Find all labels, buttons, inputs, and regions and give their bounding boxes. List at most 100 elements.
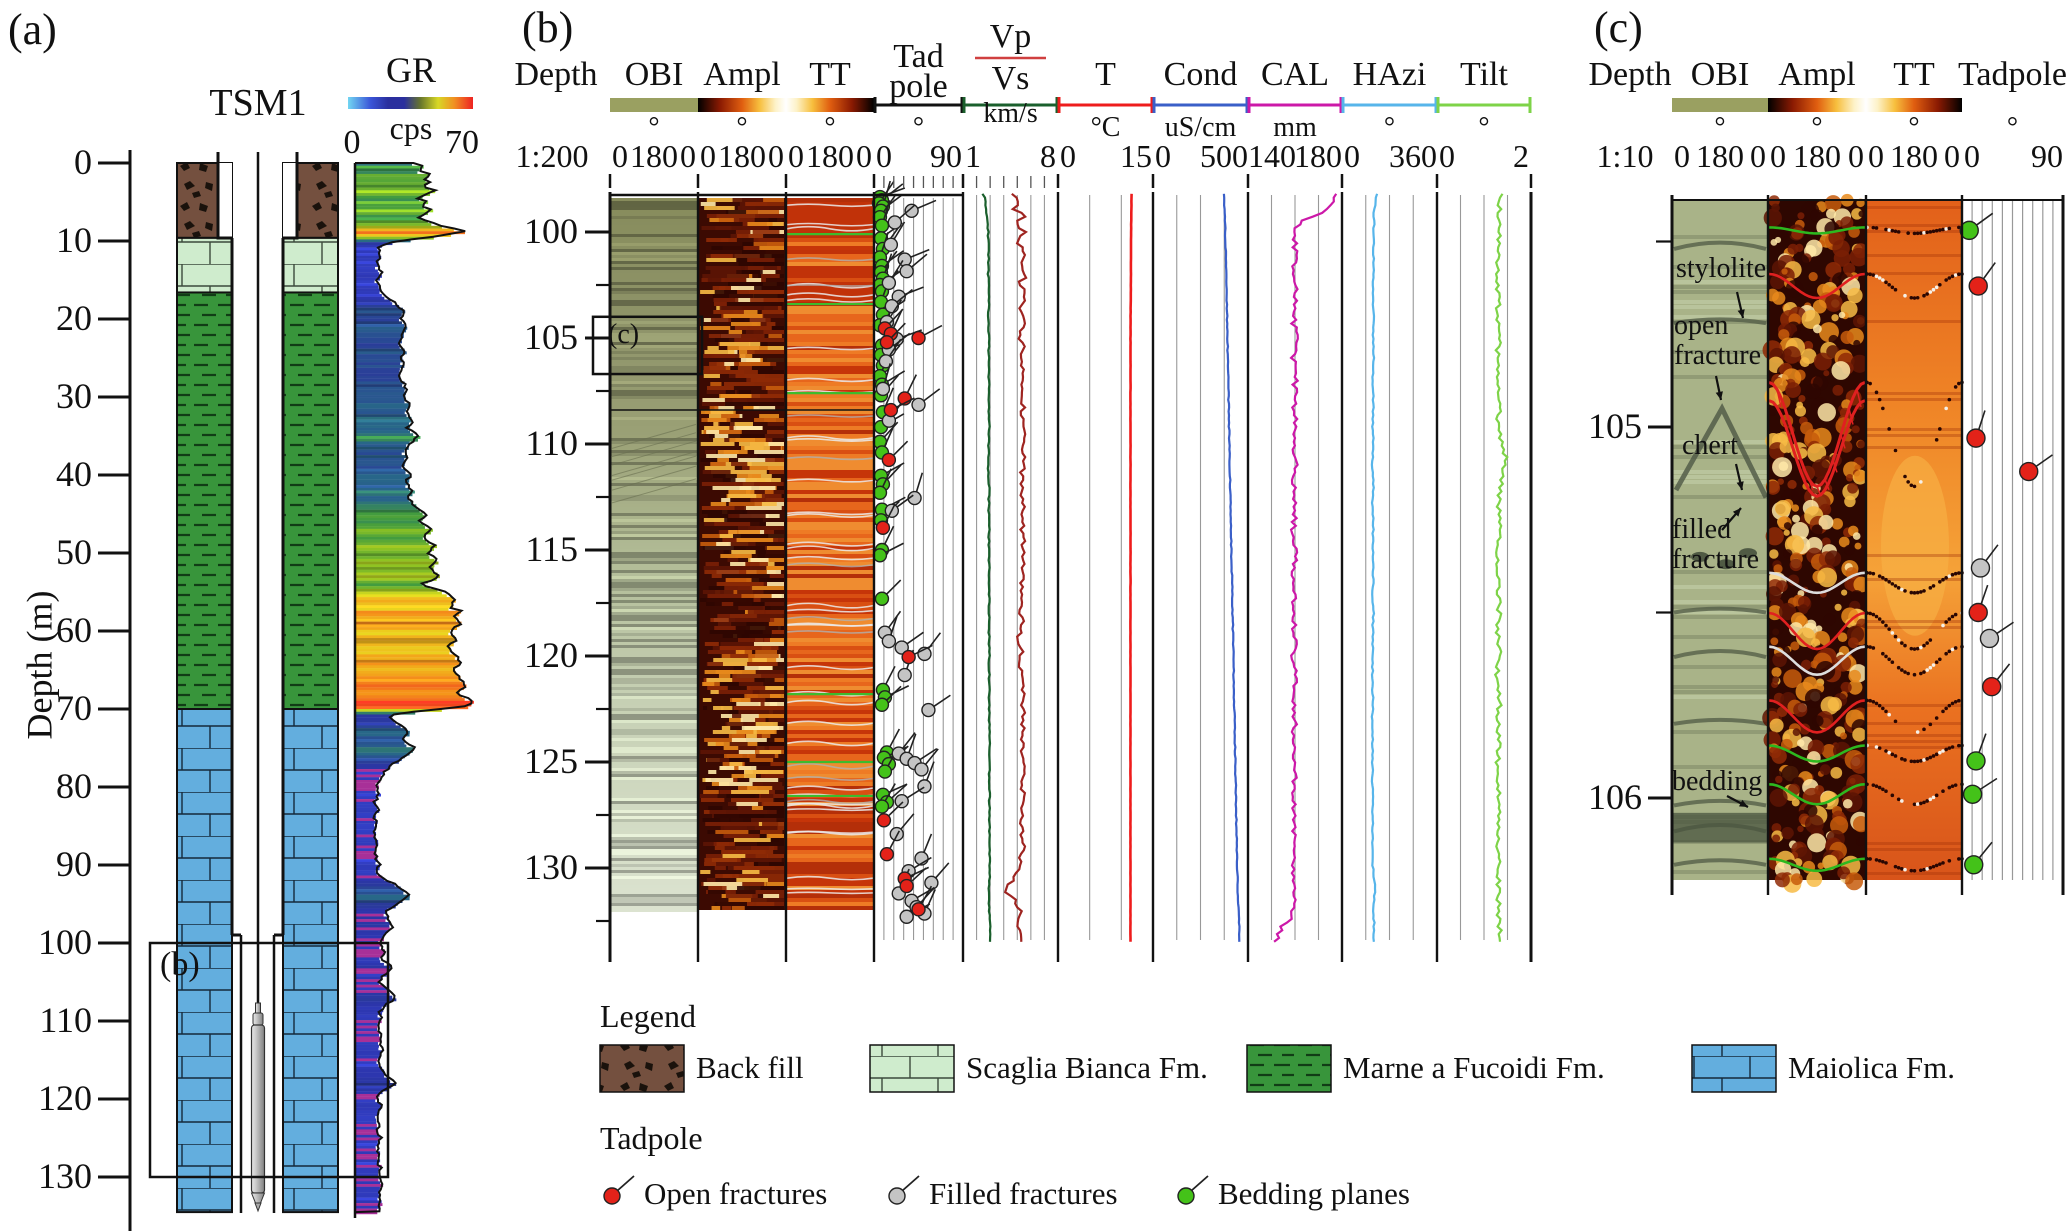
panel-b-label: (b) xyxy=(522,3,574,52)
tt-image-c xyxy=(1866,200,1962,880)
lith-maiolica xyxy=(176,708,233,1214)
panel-a-depth-tick-label: 130 xyxy=(38,1156,92,1196)
annotation-stylolite: stylolite xyxy=(1676,253,1767,284)
panel-a xyxy=(98,97,474,1231)
c-track-unit-ampl: ° xyxy=(1811,112,1823,143)
annotation-filled: filled xyxy=(1672,514,1732,545)
gr-max: 70 xyxy=(445,124,479,161)
panel-a-depth-tick-label: 120 xyxy=(38,1078,92,1118)
track-scale-min: 0 xyxy=(1060,138,1076,174)
track-scale-max: 500 xyxy=(1200,138,1248,174)
c-track-unit-tt: ° xyxy=(1908,112,1920,143)
inset-box-b xyxy=(148,941,390,1179)
panel-b-depth-tick-label: 120 xyxy=(524,635,578,675)
obi-image-track xyxy=(610,198,698,912)
legend-item-label: Scaglia Bianca Fm. xyxy=(966,1050,1208,1085)
track-header-tadpole: pole xyxy=(889,68,948,105)
lith-scaglia xyxy=(176,236,233,294)
gr-title: GR xyxy=(385,50,437,90)
lith-marne xyxy=(176,291,233,710)
panel-a-depth-tick-label: 70 xyxy=(56,688,92,728)
panel-c-label: (c) xyxy=(1594,3,1643,52)
lith-scaglia xyxy=(282,236,339,294)
b-scale: 1:200 xyxy=(515,138,589,174)
track-scale-min: 1 xyxy=(965,138,981,174)
curve-vs xyxy=(981,193,992,942)
track-header-tadpole: Tad xyxy=(893,38,944,75)
lith-marne xyxy=(282,291,339,710)
curve-vp xyxy=(1003,192,1028,942)
legend-title: Legend xyxy=(600,998,696,1034)
track-scale-min: 0 xyxy=(1344,138,1360,174)
panel-b-depth-tick-label: 110 xyxy=(525,423,578,463)
curve-t xyxy=(1129,193,1133,942)
track-header-hazi: HAzi xyxy=(1352,56,1427,93)
c-track-scale: 0 xyxy=(1868,138,1884,174)
track-unit-ampl: ° xyxy=(736,112,748,143)
c-track-scale: 0 xyxy=(1674,138,1690,174)
curve-grids xyxy=(976,195,1509,940)
c-track-scale: 0 xyxy=(1770,138,1786,174)
c-track-scale: 0 xyxy=(1964,138,1980,174)
track-header-ampl: Ampl xyxy=(703,56,781,93)
track-scale-max: 90 xyxy=(930,138,962,174)
c-track-header-ampl: Ampl xyxy=(1778,56,1856,93)
tadpole-legend-item-label: Filled fractures xyxy=(929,1176,1118,1211)
tadpole-legend-item-label: Open fractures xyxy=(644,1176,828,1211)
panel-a-depth-tick-label: 80 xyxy=(56,766,92,806)
depth-axis-label: Depth (m) xyxy=(19,590,60,740)
inset-c-label: (c) xyxy=(608,318,640,350)
c-track-header-obi: OBI xyxy=(1690,56,1750,93)
track-unit-hazi: ° xyxy=(1383,112,1396,143)
logging-tool xyxy=(250,1002,266,1213)
track-scale-max: 15 xyxy=(1120,138,1152,174)
legend-swatch-backfill xyxy=(599,1044,685,1093)
track-scale-min: 0 xyxy=(612,138,628,174)
track-scale-min: 0 xyxy=(700,138,716,174)
gr-min: 0 xyxy=(343,124,361,161)
sinusoid-overlays xyxy=(1768,225,1964,873)
scale-tick-row xyxy=(608,174,1533,188)
b-depth-header: Depth xyxy=(514,56,598,93)
panel-a-depth-tick-label: 110 xyxy=(39,1000,92,1040)
c-track-scale: 0 xyxy=(1944,138,1960,174)
tt-image-track xyxy=(786,198,874,910)
track-header-vp: Vp xyxy=(989,18,1032,55)
panel-a-depth-tick-label: 10 xyxy=(56,220,92,260)
panel-c-depth-tick-label: 105 xyxy=(1588,406,1642,446)
track-scale-max: 0 xyxy=(856,138,872,174)
inset-box-c xyxy=(591,315,704,376)
panel-a-depth-tick-label: 30 xyxy=(56,376,92,416)
track-scale-max: 0 xyxy=(680,138,696,174)
track-scale-mid: 180 xyxy=(630,138,678,174)
track-header-tilt: Tilt xyxy=(1460,56,1508,93)
track-unit-tt: ° xyxy=(824,112,836,143)
track-unit-obi: ° xyxy=(648,112,660,143)
track-unit-tilt: ° xyxy=(1478,112,1490,143)
ampl-image-track xyxy=(698,198,786,910)
panel-b-depth-tick-label: 130 xyxy=(524,847,578,887)
track-unit-cal: mm xyxy=(1273,112,1317,143)
legend-swatch-maiolica xyxy=(1691,1044,1777,1093)
c-track-header-tadpole: Tadpole xyxy=(1957,56,2067,93)
panel-a-depth-tick-label: 60 xyxy=(56,610,92,650)
legend-item-label: Marne a Fucoidi Fm. xyxy=(1343,1050,1605,1085)
track-scale-mid: 180 xyxy=(806,138,854,174)
curve-cal xyxy=(1273,193,1338,943)
annotation-chert: chert xyxy=(1682,430,1738,461)
curve-cond xyxy=(1222,193,1241,942)
panel-a-depth-tick-label: 100 xyxy=(38,922,92,962)
header-bars-c xyxy=(1672,98,1962,112)
track-scale-min: 140 xyxy=(1248,138,1296,174)
legend-item-label: Back fill xyxy=(696,1050,804,1085)
annotation-fracture: fracture xyxy=(1672,544,1760,575)
c-track-scale: 180 xyxy=(1793,138,1841,174)
c-depth-header: Depth xyxy=(1588,56,1672,93)
annotation-fracture: fracture xyxy=(1674,340,1762,371)
gr-log-fill xyxy=(355,163,474,1215)
panel-c xyxy=(1648,98,2065,895)
track-scale-min: 0 xyxy=(1155,138,1171,174)
annotation-bedding: bedding xyxy=(1672,766,1763,797)
c-track-scale: 180 xyxy=(1890,138,1938,174)
